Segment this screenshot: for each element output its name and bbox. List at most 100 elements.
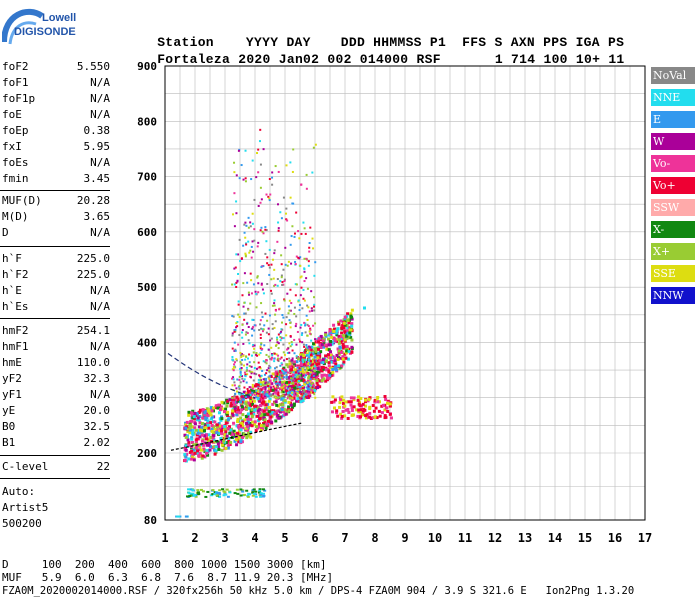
echo-point bbox=[273, 352, 276, 355]
echo-point bbox=[255, 353, 258, 356]
echo-point bbox=[206, 419, 210, 423]
echo-point bbox=[237, 399, 241, 403]
echo-point bbox=[202, 434, 206, 438]
echo-point bbox=[235, 390, 238, 393]
param-value: 254.1 bbox=[76, 324, 110, 337]
header-value-ddd: 002 bbox=[327, 52, 352, 67]
echo-point bbox=[270, 388, 274, 392]
echo-point bbox=[305, 370, 309, 374]
echo-point bbox=[246, 363, 249, 366]
echo-point bbox=[246, 412, 250, 416]
echo-point bbox=[253, 367, 256, 370]
echo-point bbox=[233, 225, 236, 228]
echo-point bbox=[269, 357, 272, 360]
echo-point bbox=[346, 336, 350, 340]
echo-point bbox=[239, 439, 243, 443]
echo-point bbox=[228, 491, 232, 494]
echo-point bbox=[328, 329, 332, 333]
echo-point bbox=[244, 242, 247, 245]
echo-point bbox=[263, 344, 266, 347]
echo-point bbox=[299, 386, 302, 389]
echo-point bbox=[303, 358, 307, 362]
echo-point bbox=[345, 331, 349, 335]
echo-point bbox=[197, 437, 201, 441]
header-value-yyyy: 2020 bbox=[238, 52, 271, 67]
echo-point bbox=[309, 377, 312, 380]
param-value: 225.0 bbox=[76, 268, 110, 281]
echo-point bbox=[198, 435, 202, 439]
echo-point bbox=[360, 413, 364, 417]
echo-point bbox=[316, 351, 320, 355]
echo-point bbox=[212, 406, 216, 410]
echo-point bbox=[271, 410, 275, 414]
echo-point bbox=[245, 243, 248, 246]
echo-point bbox=[258, 491, 262, 494]
echo-point bbox=[300, 232, 303, 235]
echo-point bbox=[188, 428, 192, 432]
echo-point bbox=[296, 397, 300, 401]
legend-item: NNW bbox=[651, 287, 695, 304]
param-row: MUF(D) 20.28 bbox=[2, 194, 110, 210]
echo-point bbox=[248, 421, 252, 425]
echo-point bbox=[212, 434, 216, 438]
echo-point bbox=[310, 376, 313, 379]
param-value: 5.95 bbox=[83, 140, 111, 153]
param-label: D bbox=[2, 226, 9, 239]
echo-point bbox=[248, 342, 251, 345]
echo-point bbox=[277, 347, 280, 350]
echo-point bbox=[294, 368, 298, 372]
echo-point bbox=[346, 357, 350, 361]
echo-point bbox=[309, 327, 312, 330]
echo-point bbox=[266, 412, 270, 416]
echo-point bbox=[273, 304, 276, 307]
echo-point bbox=[377, 400, 381, 404]
echo-point bbox=[230, 401, 234, 405]
echo-point bbox=[263, 489, 267, 492]
echo-point bbox=[267, 385, 270, 388]
echo-point bbox=[237, 313, 240, 316]
echo-point bbox=[236, 420, 240, 424]
echo-point bbox=[306, 334, 309, 337]
echo-point bbox=[187, 441, 191, 445]
echo-point bbox=[198, 445, 202, 449]
echo-point bbox=[269, 412, 273, 416]
header-value-p1: RSF bbox=[416, 52, 441, 67]
echo-point bbox=[309, 361, 312, 364]
echo-point bbox=[270, 374, 273, 377]
echo-point bbox=[286, 219, 289, 222]
echo-point bbox=[262, 148, 265, 151]
echo-point bbox=[239, 374, 242, 377]
echo-point bbox=[314, 387, 318, 391]
echo-point bbox=[330, 400, 334, 404]
echo-point bbox=[282, 399, 286, 403]
echo-point bbox=[244, 236, 247, 239]
echo-point bbox=[272, 277, 275, 280]
echo-point bbox=[281, 380, 285, 384]
echo-point bbox=[280, 330, 283, 333]
echo-point bbox=[250, 245, 253, 248]
echo-point bbox=[248, 402, 252, 406]
echo-point bbox=[315, 362, 319, 366]
echo-point bbox=[301, 332, 304, 335]
param-label: h`F2 bbox=[2, 268, 29, 281]
echo-point bbox=[315, 378, 319, 382]
echo-point bbox=[329, 339, 333, 343]
echo-point bbox=[310, 339, 313, 342]
echo-point bbox=[325, 347, 329, 351]
echo-point bbox=[306, 379, 310, 383]
echo-point bbox=[313, 303, 316, 306]
echo-point bbox=[308, 356, 311, 359]
echo-point bbox=[284, 393, 287, 396]
echo-point bbox=[266, 419, 270, 423]
echo-point bbox=[239, 370, 242, 373]
echo-point bbox=[225, 488, 229, 491]
echo-point bbox=[307, 368, 311, 372]
echo-point bbox=[343, 315, 347, 319]
echo-point bbox=[204, 417, 208, 421]
echo-point bbox=[293, 235, 296, 238]
echo-point bbox=[296, 392, 299, 395]
echo-point bbox=[282, 372, 285, 375]
echo-point bbox=[286, 351, 289, 354]
echo-point bbox=[244, 375, 247, 378]
echo-point bbox=[253, 198, 256, 201]
